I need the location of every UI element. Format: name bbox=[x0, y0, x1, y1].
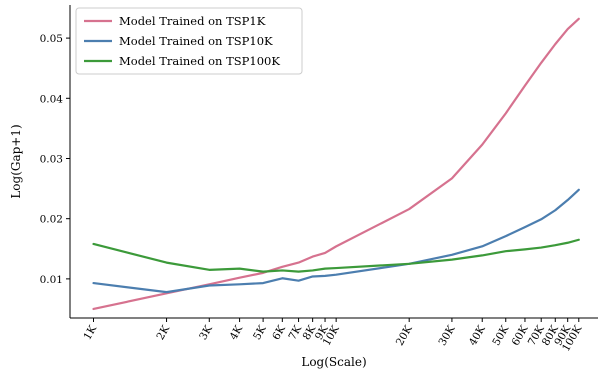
series-layer bbox=[92, 17, 580, 311]
y-tick-label: 0.04 bbox=[40, 93, 64, 105]
x-tick-label: 30K bbox=[437, 323, 458, 347]
x-tick-label: 4K bbox=[228, 323, 246, 342]
x-tick-label: 2K bbox=[154, 323, 172, 342]
legend-entry: Model Trained on TSP10K bbox=[119, 34, 273, 48]
legend: Model Trained on TSP1K Model Trained on T… bbox=[75, 7, 303, 75]
legend-entry: Model Trained on TSP1K bbox=[119, 14, 266, 28]
y-tick-label: 0.01 bbox=[40, 274, 63, 286]
x-tick-label: 60K bbox=[510, 323, 531, 347]
y-axis-label: Log(Gap+1) bbox=[9, 124, 23, 198]
x-tick-label: 20K bbox=[394, 323, 415, 347]
series-line bbox=[92, 188, 580, 294]
y-tick-label: 0.02 bbox=[40, 214, 63, 226]
series-line bbox=[92, 17, 580, 311]
x-tick-label: 50K bbox=[490, 323, 511, 347]
x-tick-label: 1K bbox=[81, 323, 99, 342]
series-line bbox=[92, 238, 580, 273]
x-tick-label: 40K bbox=[467, 323, 488, 347]
legend-entry: Model Trained on TSP100K bbox=[119, 54, 280, 68]
y-tick-label: 0.03 bbox=[40, 153, 63, 165]
legend-box bbox=[75, 7, 303, 75]
x-tick-label: 6K bbox=[270, 323, 288, 342]
x-axis-label: Log(Scale) bbox=[301, 355, 366, 369]
x-tick-label: 3K bbox=[197, 323, 215, 342]
y-tick-label: 0.05 bbox=[40, 33, 63, 45]
x-tick-label: 5K bbox=[251, 323, 269, 342]
